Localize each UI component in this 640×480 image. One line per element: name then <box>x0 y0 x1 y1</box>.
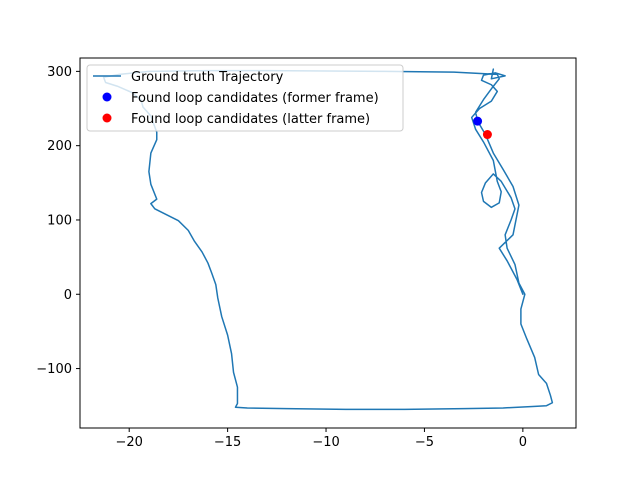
legend-box <box>86 64 404 132</box>
trajectory-line <box>102 68 554 411</box>
legend: Ground truth Trajectory Found loop candi… <box>86 64 404 132</box>
legend-label-trajectory: Ground truth Trajectory <box>131 70 284 85</box>
former-frame-marker <box>473 116 483 126</box>
legend-marker-latter <box>102 113 112 123</box>
y-axis: −100 0 100 200 300 <box>36 65 80 377</box>
x-tick-label: −5 <box>415 435 434 450</box>
latter-frame-marker <box>482 130 492 140</box>
legend-marker-former <box>102 92 112 102</box>
y-tick-label: 200 <box>47 139 72 154</box>
x-tick-label: −10 <box>312 435 339 450</box>
plot-frame <box>79 57 577 429</box>
x-tick-label: −15 <box>214 435 241 450</box>
x-tick-label: 0 <box>519 435 527 450</box>
y-tick-label: 300 <box>47 65 72 80</box>
x-tick-label: −20 <box>115 435 142 450</box>
y-tick-label: 100 <box>47 213 72 228</box>
legend-label-former: Found loop candidates (former frame) <box>131 91 379 106</box>
y-tick-label: 0 <box>64 288 72 303</box>
data-layer <box>102 68 554 411</box>
y-tick-label: −100 <box>36 362 72 377</box>
x-axis: −20 −15 −10 −5 0 <box>115 428 527 450</box>
legend-label-latter: Found loop candidates (latter frame) <box>131 112 370 127</box>
